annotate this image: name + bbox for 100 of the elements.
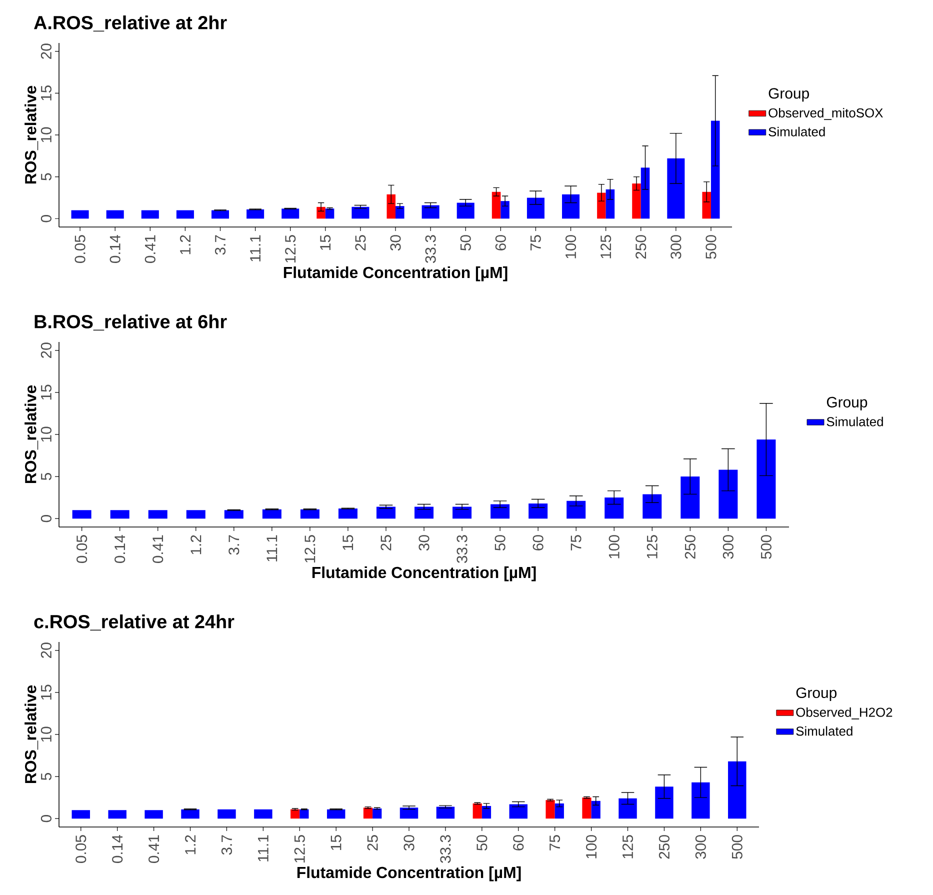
x-tick-label: 500: [760, 535, 772, 559]
bar: [338, 508, 358, 519]
x-tick-label: 75: [550, 835, 560, 850]
x-tick-label: 250: [636, 235, 646, 259]
bar: [528, 503, 548, 519]
x-tick-label: 1.2: [180, 235, 190, 254]
legend-label: Simulated: [768, 126, 825, 136]
bar: [300, 509, 320, 519]
x-tick-label: 15: [330, 835, 342, 850]
bar: [282, 208, 300, 219]
bar: [352, 206, 370, 219]
bar: [728, 761, 746, 819]
bar: [316, 206, 326, 219]
x-tick-label: 3.7: [214, 235, 226, 255]
y-tick-label: 10: [40, 127, 52, 142]
x-tick-label: 250: [658, 835, 670, 859]
bar: [71, 210, 89, 219]
bar: [597, 192, 606, 219]
bar: [422, 205, 440, 219]
y-tick-label: 5: [41, 173, 52, 180]
bar: [655, 786, 674, 819]
bar: [456, 202, 474, 219]
x-tick-label: 3.7: [221, 835, 232, 855]
x-tick-label: 300: [670, 235, 682, 259]
x-tick-label: 60: [495, 235, 506, 250]
y-tick-label: 20: [40, 342, 52, 358]
bar: [414, 506, 434, 519]
x-tick-label: 300: [722, 535, 734, 559]
x-tick-label: 100: [586, 835, 597, 858]
bar: [562, 194, 580, 219]
bar: [211, 210, 230, 219]
bar: [604, 498, 624, 519]
y-tick-label: 15: [41, 85, 52, 100]
x-axis-title: Flutamide Concentration [µM]: [297, 866, 521, 882]
x-tick-label: 12.5: [285, 235, 296, 262]
bar: [756, 440, 776, 519]
x-tick-label: 60: [513, 835, 524, 850]
legend-title: Group: [826, 396, 868, 410]
x-tick-label: 1.2: [185, 835, 196, 854]
y-tick-label: 10: [40, 426, 52, 442]
x-tick-label: 0.14: [112, 834, 123, 864]
legend-title: Group: [796, 687, 837, 701]
x-tick-label: 33.3: [425, 235, 436, 264]
y-tick-label: 0: [40, 815, 52, 822]
bar: [246, 209, 264, 219]
bar: [108, 810, 126, 819]
x-tick-label: 15: [320, 235, 331, 250]
x-tick-label: 75: [530, 235, 541, 250]
x-tick-label: 12.5: [304, 535, 316, 562]
chart-title: A.ROS_relative at 2hr: [34, 15, 227, 32]
x-tick-label: 0.41: [152, 535, 164, 564]
bar: [632, 183, 641, 219]
x-tick-label: 33.3: [456, 535, 468, 564]
bar: [72, 510, 92, 519]
x-tick-label: 50: [494, 535, 506, 551]
legend-label: Simulated: [826, 416, 883, 426]
x-tick-label: 12.5: [294, 835, 305, 862]
y-tick-label: 10: [40, 726, 52, 742]
x-axis-title: Flutamide Concentration [µM]: [284, 266, 508, 282]
y-axis-title: ROS_relative: [24, 385, 38, 484]
x-tick-label: 30: [418, 535, 430, 551]
y-tick-label: 15: [41, 684, 52, 700]
x-tick-label: 1.2: [190, 535, 202, 554]
bar: [326, 809, 346, 819]
legend-label: Observed_mitoSOX: [768, 108, 883, 120]
x-tick-label: 11.1: [250, 235, 260, 262]
y-tick-label: 5: [41, 773, 52, 780]
y-axis-title: ROS_relative: [24, 86, 38, 184]
bar: [176, 210, 194, 219]
y-tick-label: 0: [40, 515, 52, 522]
bar: [254, 809, 272, 819]
x-tick-label: 60: [532, 535, 544, 550]
y-tick-label: 15: [41, 384, 52, 400]
bar: [181, 809, 200, 819]
x-tick-label: 50: [476, 835, 488, 851]
bar: [702, 192, 711, 219]
x-tick-label: 100: [565, 235, 576, 258]
chart-title: c.ROS_relative at 24hr: [34, 614, 234, 630]
x-tick-label: 300: [695, 835, 706, 859]
x-tick-label: 25: [367, 835, 378, 850]
y-axis-title: ROS_relative: [24, 685, 38, 784]
bar: [110, 510, 130, 519]
chart-title: B.ROS_relative at 6hr: [34, 314, 227, 330]
x-tick-label: 30: [390, 235, 401, 251]
bar: [718, 470, 738, 519]
x-axis-title: Flutamide Concentration [µM]: [312, 566, 536, 582]
bar: [642, 494, 662, 519]
y-tick-label: 20: [40, 44, 52, 59]
x-tick-label: 0.05: [74, 235, 86, 264]
x-tick-label: 0.14: [114, 534, 126, 564]
x-tick-label: 250: [684, 535, 696, 559]
bar: [582, 798, 592, 819]
bar: [290, 809, 300, 819]
bar: [186, 510, 206, 519]
bar: [363, 808, 373, 819]
x-tick-label: 0.05: [76, 535, 88, 564]
legend-label: Observed_H2O2: [796, 707, 892, 720]
bar: [218, 809, 236, 819]
bar: [667, 158, 685, 219]
x-tick-label: 25: [380, 535, 392, 550]
